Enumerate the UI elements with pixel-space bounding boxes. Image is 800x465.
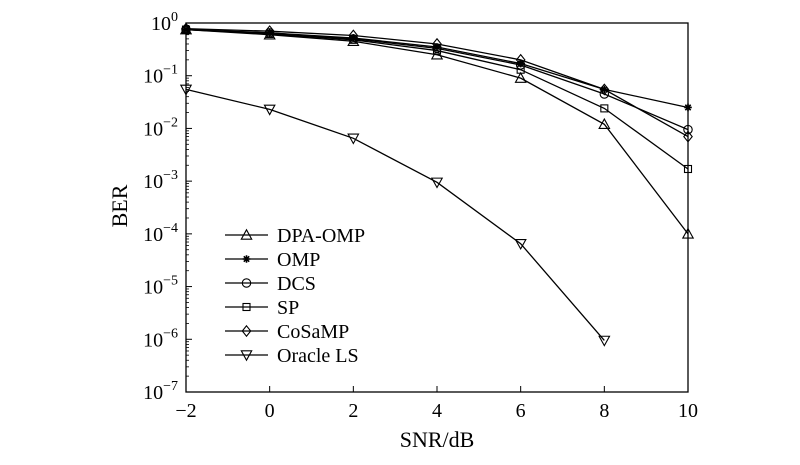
legend-label: Oracle LS <box>277 345 359 367</box>
marker-square <box>600 104 609 113</box>
x-tick-label: 4 <box>432 400 442 422</box>
marker-square <box>516 65 525 74</box>
marker-diamond <box>241 324 252 338</box>
series-line <box>185 28 689 109</box>
marker-asterisk <box>516 59 525 68</box>
marker-circle <box>683 124 693 135</box>
y-tick-label: 10−5 <box>143 274 178 299</box>
marker-asterisk <box>242 255 251 263</box>
series-layer <box>179 22 695 347</box>
marker-asterisk <box>684 103 692 112</box>
marker-diamond <box>181 22 191 35</box>
marker-triangle-up <box>598 117 611 130</box>
marker-diamond <box>348 29 359 42</box>
marker-square <box>432 46 442 55</box>
legend-item: Oracle LS <box>225 345 359 367</box>
marker-triangle-down <box>514 238 527 251</box>
marker-triangle-up <box>514 71 527 83</box>
legend-label: DPA-OMP <box>277 225 365 247</box>
y-tick-label: 10−3 <box>143 168 178 193</box>
legend-label: SP <box>277 297 299 319</box>
series-oracle-ls <box>179 84 611 347</box>
y-tick-label: 10−6 <box>143 326 178 351</box>
series-line <box>185 28 689 235</box>
axes: −2 0 2 4 6 8 10 100 10−1 10−2 10−3 10−4 10−5 10−6 10−7 <box>143 10 698 422</box>
legend-item: DPA-OMP <box>225 225 365 247</box>
marker-triangle-down <box>430 177 444 189</box>
legend-item: OMP <box>225 249 320 271</box>
legend-label: OMP <box>277 249 320 271</box>
marker-square <box>683 164 693 174</box>
x-tick-label: 6 <box>516 400 526 422</box>
marker-diamond <box>515 53 526 66</box>
legend-item: DCS <box>225 273 316 295</box>
marker-triangle-up <box>240 228 253 240</box>
marker-diamond <box>264 25 275 38</box>
marker-triangle-down <box>598 335 611 347</box>
marker-asterisk <box>349 34 358 42</box>
x-tick-label: 10 <box>678 400 698 422</box>
marker-triangle-down <box>263 104 276 116</box>
x-tick-label: 0 <box>265 400 275 422</box>
y-tick-label: 100 <box>151 10 178 35</box>
marker-triangle-down <box>179 84 193 96</box>
series-dcs <box>181 24 693 135</box>
x-tick-label: 8 <box>599 400 609 422</box>
legend-label: CoSaMP <box>277 321 349 343</box>
legend-item: CoSaMP <box>225 321 349 343</box>
series-sp <box>181 25 693 174</box>
marker-diamond <box>599 83 610 96</box>
series-line <box>185 28 689 170</box>
marker-square <box>242 302 251 312</box>
series-cosamp <box>181 22 693 143</box>
marker-diamond <box>432 37 442 51</box>
marker-square <box>349 35 358 44</box>
legend-item: SP <box>225 297 299 319</box>
legend-label: DCS <box>277 273 316 295</box>
marker-square <box>265 29 274 38</box>
y-tick-label: 10−2 <box>143 115 178 140</box>
marker-triangle-up <box>681 227 695 239</box>
marker-triangle-down <box>347 133 360 145</box>
marker-triangle-down <box>240 350 253 362</box>
x-tick-label: −2 <box>175 400 196 422</box>
y-tick-label: 10−7 <box>143 379 178 404</box>
marker-diamond <box>683 130 693 143</box>
x-axis-label: SNR/dB <box>400 427 475 452</box>
y-axis-label: BER <box>107 184 132 227</box>
plot-frame <box>185 22 689 393</box>
x-tick-label: 2 <box>348 400 358 422</box>
series-line <box>185 88 605 341</box>
marker-circle <box>241 278 252 288</box>
series-dpa-omp <box>179 23 695 239</box>
y-tick-label: 10−1 <box>143 63 178 88</box>
series-line <box>185 28 689 138</box>
y-tick-label: 10−4 <box>143 221 178 246</box>
